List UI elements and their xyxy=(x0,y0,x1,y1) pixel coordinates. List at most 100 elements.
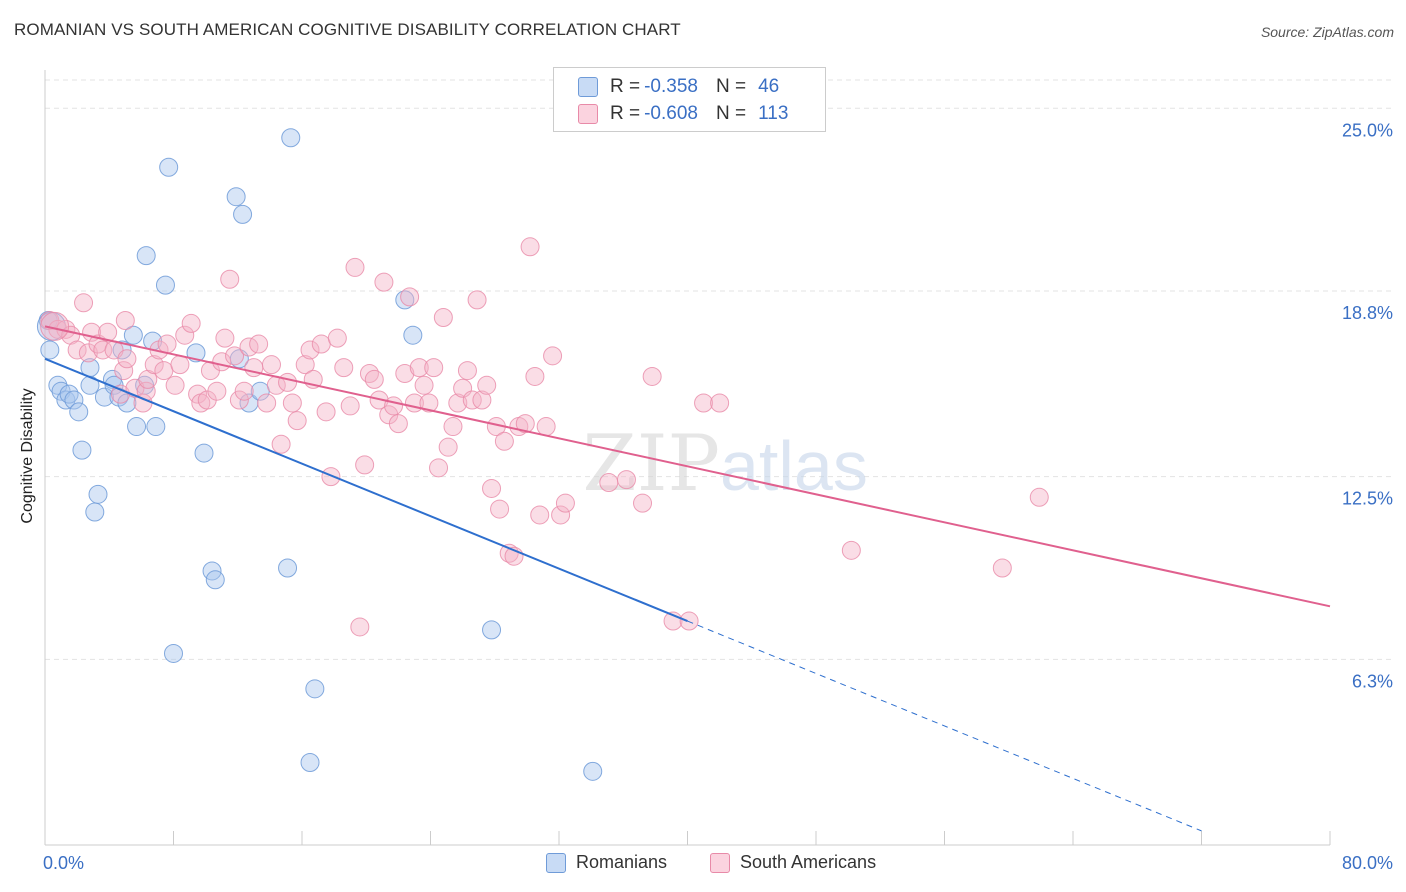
data-point-south-americans xyxy=(157,334,177,354)
data-point-romanians xyxy=(40,340,60,360)
data-point-romanians xyxy=(56,390,76,410)
bottom-legend-label: South Americans xyxy=(740,852,877,872)
data-point-south-americans xyxy=(287,411,307,431)
y-tick-label: 12.5% xyxy=(1342,489,1393,509)
data-point-south-americans xyxy=(114,361,134,381)
data-point-romanians xyxy=(403,325,423,345)
data-point-south-americans xyxy=(414,375,434,395)
data-point-south-americans xyxy=(67,340,87,360)
data-point-south-americans xyxy=(841,540,861,560)
data-point-romanians xyxy=(281,128,301,148)
data-point-south-americans xyxy=(448,393,468,413)
data-point-south-americans xyxy=(334,358,354,378)
data-point-romanians xyxy=(300,752,320,772)
data-point-romanians xyxy=(123,325,143,345)
data-point-south-americans xyxy=(419,393,439,413)
watermark: ZIP xyxy=(583,419,721,509)
data-point-south-americans xyxy=(257,393,277,413)
data-point-romanians xyxy=(127,417,147,437)
data-point-south-americans xyxy=(520,237,540,257)
data-point-south-americans xyxy=(229,390,249,410)
data-point-south-americans xyxy=(616,470,636,490)
data-point-romanians xyxy=(194,443,214,463)
data-point-romanians xyxy=(112,340,132,360)
data-point-south-americans xyxy=(409,358,429,378)
data-point-romanians xyxy=(146,417,166,437)
data-point-romanians xyxy=(72,440,92,460)
data-point-south-americans xyxy=(472,390,492,410)
y-tick-label: 18.8% xyxy=(1342,303,1393,323)
data-point-south-americans xyxy=(710,393,730,413)
data-point-south-americans xyxy=(633,493,653,513)
data-point-south-americans xyxy=(433,308,453,328)
data-point-romanians xyxy=(482,620,502,640)
data-point-south-americans xyxy=(181,313,201,333)
data-point-south-americans xyxy=(530,505,550,525)
data-point-romanians xyxy=(583,761,603,781)
data-point-south-americans xyxy=(271,434,291,454)
data-point-south-americans xyxy=(388,414,408,434)
data-point-south-americans xyxy=(364,369,384,389)
data-point-south-americans xyxy=(345,257,365,277)
data-point-south-americans xyxy=(215,328,235,348)
data-point-south-americans xyxy=(165,375,185,395)
data-point-south-americans xyxy=(525,366,545,386)
data-point-south-americans xyxy=(278,372,298,392)
data-point-south-americans xyxy=(234,381,254,401)
data-point-south-americans xyxy=(207,381,227,401)
data-point-romanians xyxy=(155,275,175,295)
legend-n-value: 46 xyxy=(758,76,780,97)
bottom-legend-romanians: Romanians xyxy=(546,852,667,873)
data-point-south-americans xyxy=(282,393,302,413)
data-point-south-americans xyxy=(599,473,619,493)
tick-labels: 6.3% 12.5% 18.8% 25.0% 0.0% 80.0% xyxy=(43,120,1393,873)
data-point-south-americans xyxy=(261,355,281,375)
data-point-south-americans xyxy=(295,355,315,375)
data-point-south-americans xyxy=(98,322,118,342)
trend-line-romanians xyxy=(44,357,688,622)
data-point-south-americans xyxy=(374,272,394,292)
data-point-south-americans xyxy=(457,361,477,381)
data-point-south-americans xyxy=(220,269,240,289)
data-point-romanians xyxy=(69,402,89,422)
trend-line-romanians-extension xyxy=(687,620,1202,832)
axes xyxy=(44,70,1331,846)
legend-r-label: R = xyxy=(610,103,641,124)
data-point-south-americans xyxy=(555,493,575,513)
data-point-south-americans xyxy=(494,431,514,451)
legend-swatch-blue xyxy=(578,77,598,97)
data-point-south-americans xyxy=(467,290,487,310)
data-point-south-americans xyxy=(424,358,444,378)
series-south-americans xyxy=(40,237,1049,637)
data-point-south-americans xyxy=(355,455,375,475)
data-point-south-americans xyxy=(490,499,510,519)
legend-n-value: 113 xyxy=(758,103,789,124)
data-point-south-americans xyxy=(642,366,662,386)
legend-r-value: -0.358 xyxy=(644,76,698,97)
legend-n-label: N = xyxy=(715,76,747,97)
watermark-atlas: atlas xyxy=(720,427,868,505)
bottom-legend-swatch-pink xyxy=(710,852,730,873)
data-point-south-americans xyxy=(536,417,556,437)
data-point-romanians xyxy=(233,204,253,224)
data-point-south-americans xyxy=(93,340,113,360)
data-point-south-americans xyxy=(249,334,269,354)
y-axis-label: Cognitive Disability xyxy=(19,388,36,524)
legend-swatch-pink xyxy=(578,104,598,124)
data-point-south-americans xyxy=(327,328,347,348)
data-point-romanians xyxy=(88,484,108,504)
data-point-south-americans xyxy=(543,346,563,366)
bottom-legend-south-americans: South Americans xyxy=(710,852,876,873)
bottom-legend-swatch-blue xyxy=(546,852,566,873)
data-point-romanians xyxy=(159,157,179,177)
legend-r-value: -0.608 xyxy=(644,103,698,124)
data-point-romanians xyxy=(85,502,105,522)
y-tick-label: 25.0% xyxy=(1342,120,1393,140)
data-point-south-americans xyxy=(321,467,341,487)
x-tick-label: 0.0% xyxy=(43,853,84,873)
bottom-legend-label: Romanians xyxy=(576,852,668,872)
data-point-south-americans xyxy=(477,375,497,395)
data-point-south-americans xyxy=(225,346,245,366)
y-tick-label: 6.3% xyxy=(1352,671,1393,691)
